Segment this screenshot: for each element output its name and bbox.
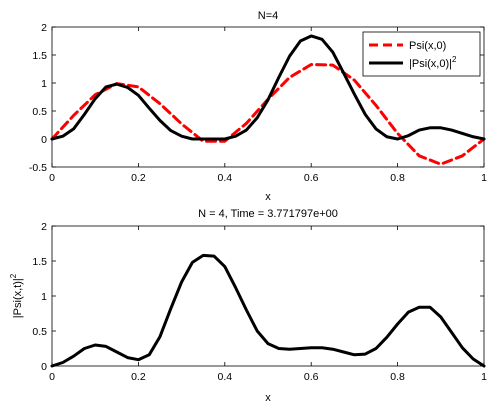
bottom-plot-ylabel-base: |Psi(x,t)| [12,278,24,318]
bottom-plot: N = 4, Time = 3.771797e+00 x |Psi(x,t)|2… [9,208,487,404]
top-plot-series-group [50,34,486,166]
bottom-plot-series-group [50,253,486,368]
bottom-plot-xtick-label: 0.2 [131,371,146,383]
top-plot-series-line-1 [50,34,486,141]
bottom-plot-ytick-label: 1.5 [32,256,47,268]
top-plot-xtick-label: 1 [481,172,487,184]
top-plot-xtick-label: 0.2 [131,172,146,184]
top-plot-xtick-label: 0.4 [217,172,232,184]
top-plot-ticks: 0 0.2 0.4 0.6 0.8 1-0.500.511.52 [29,22,487,184]
top-plot-ytick-label: 0.5 [32,106,47,118]
legend-label-psi: Psi(x,0) [409,40,446,52]
top-plot-title: N=4 [258,10,279,22]
top-plot-ytick-label: 2 [41,22,47,34]
top-plot-ytick-label: -0.5 [29,162,47,174]
top-plot-frame [51,26,485,168]
top-plot-xtick-label: 0.6 [304,172,319,184]
bottom-plot-ytick-label: 1 [41,291,47,303]
legend-label-abs-psi-sq: |Psi(x,0)|2 [409,55,457,70]
top-plot-ytick-label: 1.5 [32,50,47,62]
bottom-plot-ylabel: |Psi(x,t)|2 [9,273,24,318]
bottom-plot-title: N = 4, Time = 3.771797e+00 [198,208,338,220]
legend-label-abs-psi-sq-base: |Psi(x,0)| [409,58,452,70]
bottom-plot-xtick-label: 0.8 [390,371,405,383]
top-plot-ytick-label: 0 [41,134,47,146]
bottom-plot-series-line-0 [50,253,486,368]
bottom-plot-ytick-label: 2 [41,221,47,233]
bottom-plot-xtick-label: 0 [49,371,55,383]
top-plot-xtick-label: 0 [49,172,55,184]
bottom-plot-ticks: 0 0.2 0.4 0.6 0.8 1 0 0.5 1 1.5 2 [32,221,487,383]
legend-label-abs-psi-sq-exp: 2 [452,55,457,64]
top-plot-xlabel: x [265,191,271,203]
bottom-plot-ytick-label: 0.5 [32,326,47,338]
legend-box [362,31,481,77]
bottom-plot-xtick-label: 1 [481,371,487,383]
bottom-plot-ylabel-exp: 2 [9,273,18,278]
top-plot-legend: Psi(x,0) |Psi(x,0)|2 [362,31,481,77]
bottom-plot-xlabel: x [265,392,271,404]
bottom-plot-xtick-label: 0.4 [217,371,232,383]
top-plot-ytick-label: 1 [41,78,47,90]
bottom-plot-ytick-label: 0 [41,361,47,373]
bottom-plot-xtick-label: 0.6 [304,371,319,383]
top-plot: N=4 x 0 0.2 0.4 0.6 0.8 1-0.500.511.52 Psi(x,… [29,10,487,203]
top-plot-xtick-label: 0.8 [390,172,405,184]
